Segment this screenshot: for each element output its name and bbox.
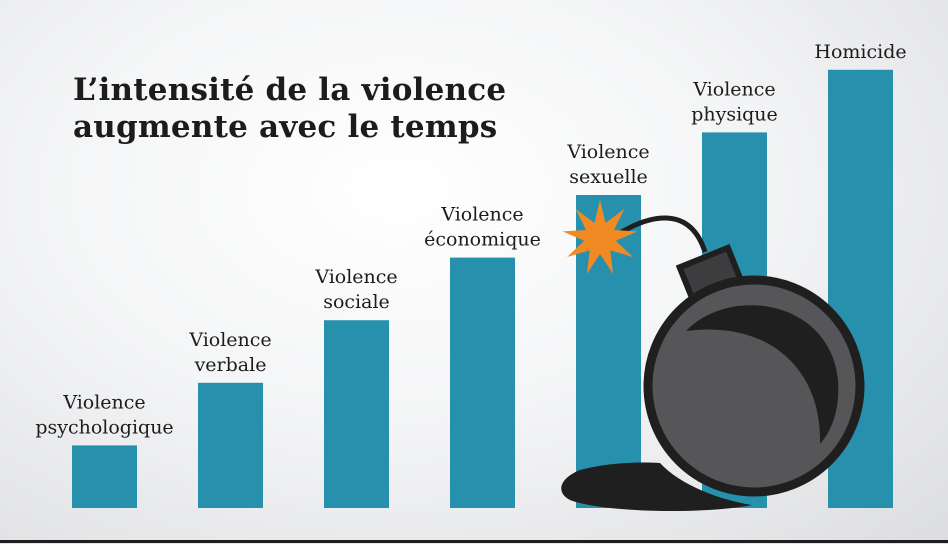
- bar: [198, 382, 263, 508]
- chart-title-line-2: augmente avec le temps: [73, 109, 498, 145]
- bar-label: Violence: [566, 141, 649, 163]
- bomb-icon: [561, 200, 865, 512]
- bottom-rule: [0, 540, 948, 543]
- bar: [324, 320, 389, 508]
- bar-label: Violence: [314, 266, 397, 288]
- bar-label: Violence: [440, 204, 523, 226]
- bar-label: Homicide: [814, 41, 906, 63]
- bar-label: psychologique: [35, 416, 173, 438]
- bomb-highlight: [686, 305, 839, 444]
- spark-icon: [562, 200, 638, 274]
- bomb-fuse: [618, 215, 708, 253]
- bar-label: Violence: [188, 329, 271, 351]
- bar-label: sexuelle: [569, 166, 648, 188]
- bar-label: Violence: [692, 78, 775, 100]
- bar-label: verbale: [194, 354, 267, 376]
- bar-label: économique: [424, 229, 541, 251]
- chart-title-line-1: L’intensité de la violence: [73, 72, 507, 108]
- bar-label: physique: [691, 103, 778, 125]
- bar-label: sociale: [323, 291, 390, 313]
- labels-group: Violence psychologique Violence verbale Viol…: [35, 41, 906, 439]
- chart-title: L’intensité de la violence augmente avec…: [73, 72, 506, 146]
- bar-label: Violence: [62, 391, 145, 413]
- bomb-shadow: [561, 462, 752, 512]
- bar: [72, 445, 137, 508]
- bar: [450, 257, 515, 508]
